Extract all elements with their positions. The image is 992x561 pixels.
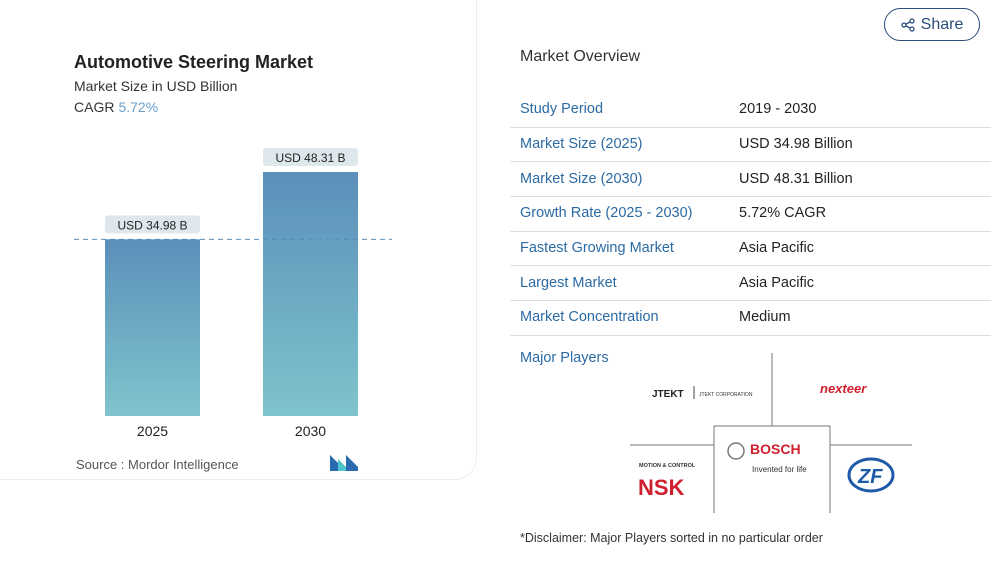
overview-row: Fastest Growing Market Asia Pacific (510, 232, 991, 267)
svg-text:MOTION & CONTROL: MOTION & CONTROL (639, 463, 696, 469)
svg-text:Invented for life: Invented for life (752, 465, 807, 474)
row-value: Asia Pacific (739, 240, 814, 257)
data-label-bg (105, 215, 200, 234)
row-value: USD 34.98 Billion (739, 136, 853, 153)
nsk-logo: MOTION & CONTROL NSK (638, 463, 696, 500)
overview-table: Study Period 2019 - 2030 Market Size (2025… (510, 93, 991, 336)
row-label: Market Concentration (520, 309, 659, 326)
row-label: Fastest Growing Market (520, 240, 674, 257)
chart-title: Automotive Steering Market (74, 52, 314, 72)
row-value: Asia Pacific (739, 274, 814, 291)
overview-row: Study Period 2019 - 2030 (510, 93, 991, 128)
overview-row: Market Concentration Medium (510, 301, 991, 336)
row-value: 5.72% CAGR (739, 205, 827, 222)
row-value: Medium (739, 309, 791, 326)
x-tick-label: 2030 (295, 423, 326, 439)
row-value: USD 48.31 Billion (739, 170, 853, 187)
svg-text:BOSCH: BOSCH (750, 441, 801, 457)
share-button[interactable]: Share (884, 8, 980, 41)
data-label: USD 34.98 B (117, 218, 187, 232)
data-label-bg (263, 148, 358, 166)
row-label: Market Size (2030) (520, 170, 643, 187)
nexteer-logo: nexteer (820, 381, 867, 396)
share-icon (900, 17, 915, 32)
row-label: Market Size (2025) (520, 136, 643, 153)
share-label: Share (920, 15, 964, 33)
mordor-logo-icon (330, 455, 358, 471)
bar-2030 (263, 172, 358, 416)
cagr-label: CAGR (74, 99, 115, 115)
cagr-value: 5.72% (118, 99, 159, 115)
overview-row: Growth Rate (2025 - 2030) 5.72% CAGR (510, 197, 991, 232)
svg-text:JTEKT: JTEKT (652, 389, 684, 400)
overview-row: Largest Market Asia Pacific (510, 266, 991, 302)
data-label: USD 48.31 B (275, 151, 345, 165)
overview-row: Market Size (2025) USD 34.98 Billion (510, 128, 991, 163)
row-value: 2019 - 2030 (739, 101, 817, 118)
bar-2025 (105, 239, 200, 416)
bar-chart: USD 34.98 B 2025 USD 48.31 B 2030 (74, 148, 392, 439)
row-label: Study Period (520, 101, 604, 118)
cagr: CAGR 5.72% (74, 99, 158, 116)
row-label: Growth Rate (2025 - 2030) (520, 205, 693, 222)
zf-logo: ZF (847, 457, 895, 493)
chart-card (0, 0, 477, 480)
major-players-logos: JTEKT JTEKT CORPORATION nexteer BOSCH Inve… (630, 353, 912, 513)
overview-row: Market Size (2030) USD 48.31 Billion (510, 162, 991, 198)
bosch-logo: BOSCH Invented for life (727, 441, 807, 474)
overview-title: Market Overview (520, 48, 641, 65)
disclaimer: *Disclaimer: Major Players sorted in no … (520, 531, 823, 545)
svg-text:ZF: ZF (857, 466, 883, 488)
svg-text:NSK: NSK (638, 475, 685, 500)
x-tick-label: 2025 (137, 423, 168, 439)
svg-text:JTEKT CORPORATION: JTEKT CORPORATION (699, 392, 753, 398)
chart-subtitle: Market Size in USD Billion (74, 78, 238, 94)
row-label: Largest Market (520, 274, 617, 291)
jtekt-logo: JTEKT JTEKT CORPORATION (652, 386, 753, 400)
major-players-title: Major Players (520, 350, 609, 366)
source-text: Source : Mordor Intelligence (76, 457, 239, 472)
